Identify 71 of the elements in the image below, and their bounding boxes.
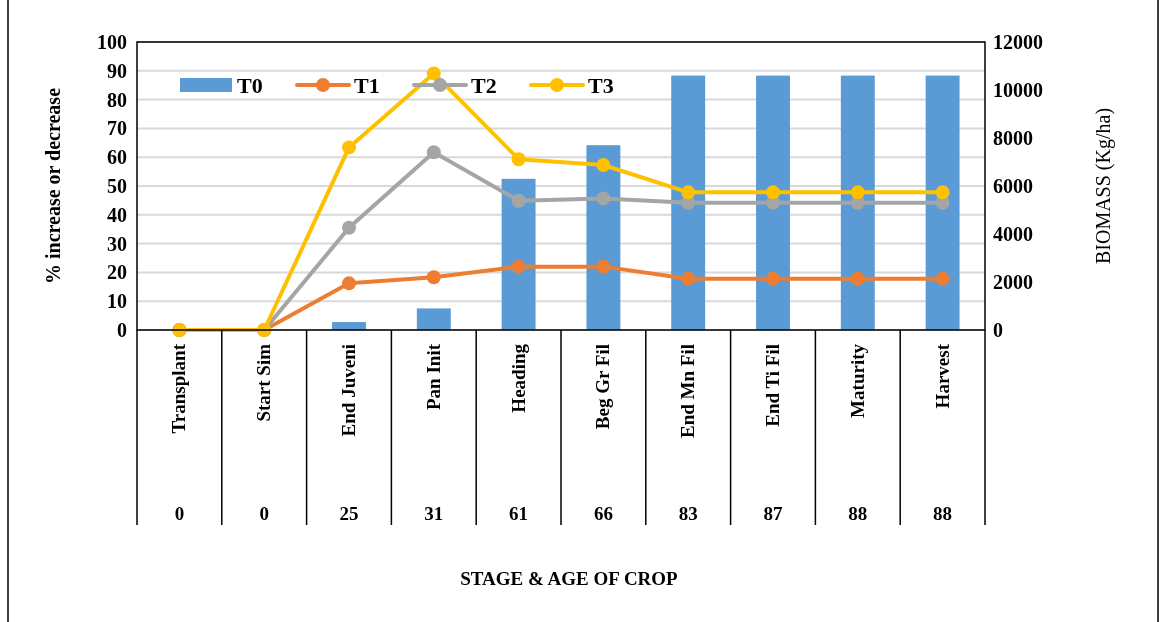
point <box>511 259 526 274</box>
x-tick-label: End Juveni <box>338 344 359 437</box>
point <box>426 145 441 160</box>
legend-label: T1 <box>354 73 380 98</box>
text: 0 <box>174 502 185 524</box>
x-tick-label: Start Sim <box>253 343 275 422</box>
x-tick-label: Transplant <box>168 343 190 434</box>
y2-tick-label: 4000 <box>993 223 1033 245</box>
text: 61 <box>509 502 529 524</box>
y-tick-label: 20 <box>107 261 127 284</box>
y-tick-label: 100 <box>97 31 127 53</box>
x-tick-label: End Mn Fil <box>677 344 699 438</box>
y-tick-label: 80 <box>107 88 127 111</box>
bar <box>671 75 706 330</box>
bar <box>925 75 960 330</box>
point <box>342 140 356 155</box>
y-tick-label: 30 <box>107 232 127 255</box>
point <box>426 66 441 81</box>
x-tick-label: Heading <box>507 343 529 413</box>
point <box>426 270 441 285</box>
y2-tick-label: 6000 <box>993 175 1033 197</box>
point <box>766 271 780 286</box>
legend-label: T2 <box>471 73 497 98</box>
y2-tick-label: 12000 <box>993 31 1043 53</box>
text: 66 <box>593 502 613 524</box>
legend-label: T3 <box>588 73 614 98</box>
y-tick-label: 90 <box>107 59 127 82</box>
text: 88 <box>848 502 868 524</box>
point <box>342 220 356 235</box>
bar <box>416 308 451 330</box>
legend-label: T0 <box>237 73 263 98</box>
text: 25 <box>339 502 359 524</box>
y-tick-label: 70 <box>107 117 127 140</box>
x-tick-label: Pan Init <box>422 343 444 410</box>
point <box>511 152 526 167</box>
point <box>681 271 696 286</box>
y-tick-label: 60 <box>107 146 127 169</box>
point <box>681 185 696 200</box>
y2-tick-label: 10000 <box>993 79 1043 101</box>
point <box>935 271 950 286</box>
bar <box>756 75 790 330</box>
x-tick-label: End Ti Fil <box>762 344 783 427</box>
point <box>850 271 865 286</box>
x-tick-label: Beg Gr Fil <box>592 344 614 430</box>
bar <box>840 75 875 330</box>
y-tick-label: 50 <box>107 175 127 197</box>
text: 83 <box>678 502 698 524</box>
text: 87 <box>763 502 783 524</box>
y-tick-label: 40 <box>107 203 127 226</box>
text: 88 <box>933 502 953 524</box>
point <box>342 276 356 291</box>
y2-axis-title: BIOMASS (Kg/ha) <box>1092 107 1115 265</box>
point <box>596 191 611 206</box>
y-tick-label: 10 <box>107 290 127 313</box>
text: 31 <box>424 502 444 524</box>
point <box>766 185 780 200</box>
x-tick-label: Harvest <box>931 343 953 409</box>
y2-tick-label: 2000 <box>993 271 1033 293</box>
point <box>596 259 611 274</box>
point <box>596 157 611 172</box>
y-tick-label: 0 <box>117 319 127 341</box>
text: 0 <box>259 502 269 524</box>
y2-tick-label: 8000 <box>993 127 1033 149</box>
bar <box>501 178 536 330</box>
x-tick-label: Maturity <box>846 343 868 418</box>
y-axis-title: % increase or decrease <box>42 87 64 285</box>
y2-tick-label: 0 <box>993 319 1003 341</box>
point <box>935 185 950 200</box>
point <box>850 185 865 200</box>
text: STAGE & AGE OF CROP <box>460 568 679 589</box>
point <box>511 193 526 208</box>
